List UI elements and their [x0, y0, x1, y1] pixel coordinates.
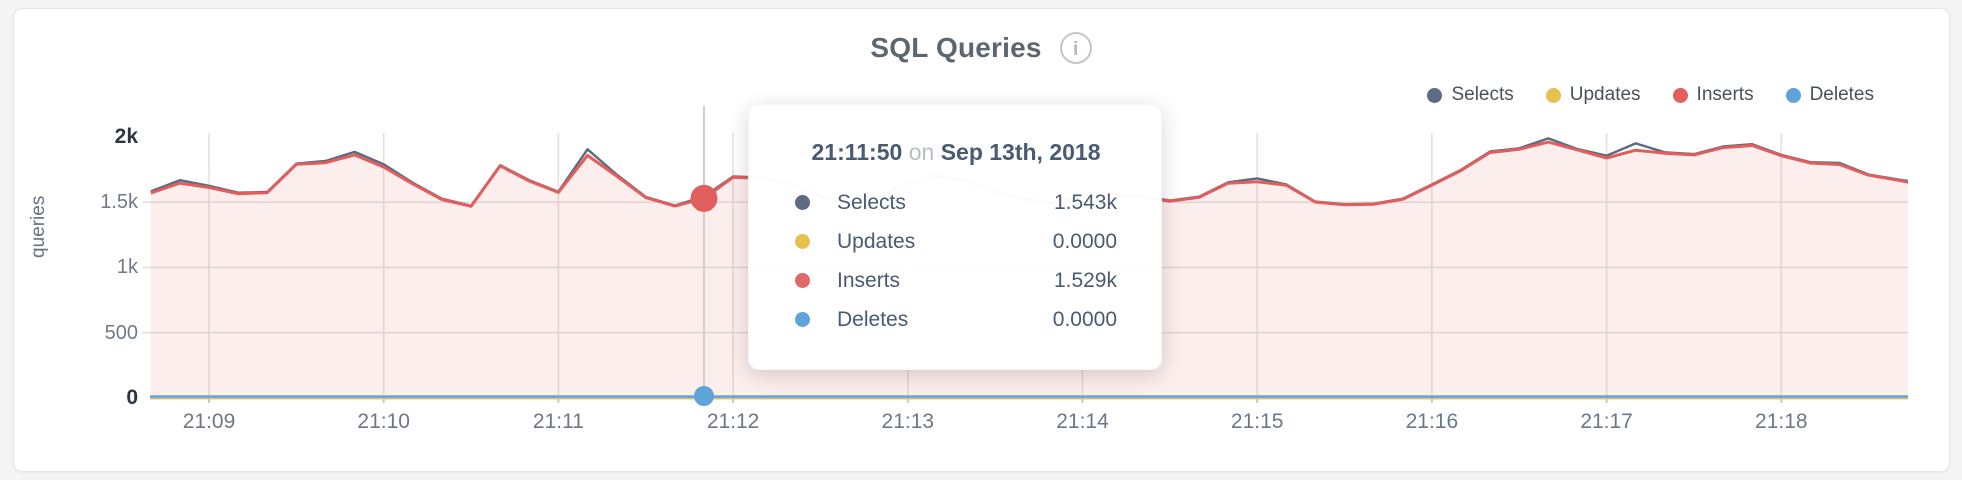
x-tick-label: 21:14 [1056, 410, 1109, 433]
x-tick-label: 21:10 [357, 410, 410, 433]
y-tick-label: 500 [104, 321, 138, 344]
tooltip-date: Sep 13th, 2018 [940, 139, 1101, 165]
x-tick-label: 21:18 [1755, 410, 1808, 433]
x-tick-label: 21:17 [1580, 410, 1633, 433]
tooltip-conjunction: on [908, 139, 935, 165]
chart-title: SQL Queries [870, 32, 1042, 63]
info-icon[interactable]: i [1059, 32, 1092, 64]
legend-dot-icon [1672, 87, 1688, 103]
tooltip-row-updates: Updates 0.0000 [795, 222, 1117, 261]
x-tick-label: 21:11 [532, 410, 584, 433]
hover-dot-inserts [690, 184, 718, 212]
y-tick-label: 0 [126, 386, 138, 409]
tooltip-series-value: 1.529k [1053, 268, 1117, 292]
tooltip-rows: Selects 1.543k Updates 0.0000 Inserts 1.529k D… [795, 183, 1117, 339]
legend-dot-icon [1427, 87, 1443, 103]
chart-tooltip: 21:11:50 on Sep 13th, 2018 Selects 1.543k… [748, 104, 1162, 370]
x-tick-label: 21:12 [706, 410, 760, 433]
legend-item-updates[interactable]: Updates [1545, 84, 1641, 106]
legend-item-label: Updates [1569, 84, 1641, 105]
legend-item-inserts[interactable]: Inserts [1672, 84, 1754, 106]
tooltip-time: 21:11:50 [811, 139, 903, 165]
tooltip-row-deletes: Deletes 0.0000 [795, 300, 1117, 339]
x-tick-label: 21:09 [182, 410, 236, 433]
tooltip-series-label: Inserts [837, 268, 901, 292]
tooltip-series-value: 0.0000 [1052, 307, 1117, 331]
y-tick-label: 1k [116, 256, 138, 279]
chart-header: SQL Queries i [0, 28, 1962, 68]
tooltip-series-value: 0.0000 [1052, 229, 1117, 253]
x-tick-label: 21:16 [1405, 410, 1459, 433]
tooltip-series-dot-icon [795, 195, 810, 210]
tooltip-row-inserts: Inserts 1.529k [795, 261, 1117, 300]
legend-dot-icon [1545, 87, 1561, 103]
legend-item-label: Inserts [1696, 84, 1754, 105]
legend-dot-icon [1785, 87, 1801, 103]
tooltip-series-dot-icon [795, 312, 810, 327]
legend-item-label: Deletes [1809, 84, 1874, 105]
tooltip-series-label: Selects [837, 190, 906, 214]
tooltip-series-label: Updates [837, 229, 916, 253]
legend-item-label: Selects [1451, 84, 1514, 105]
hover-dot-deletes [693, 386, 714, 406]
tooltip-header: 21:11:50 on Sep 13th, 2018 [795, 139, 1117, 166]
legend-item-deletes[interactable]: Deletes [1785, 84, 1874, 106]
x-tick-label: 21:13 [881, 410, 935, 433]
legend-item-selects[interactable]: Selects [1427, 84, 1514, 106]
tooltip-series-dot-icon [795, 273, 810, 288]
tooltip-row-selects: Selects 1.543k [795, 183, 1117, 222]
tooltip-series-value: 1.543k [1053, 190, 1117, 214]
legend: Selects Updates Inserts Deletes [1427, 84, 1874, 106]
tooltip-series-dot-icon [795, 234, 810, 249]
x-tick-label: 21:15 [1230, 410, 1284, 433]
y-tick-label: 2k [114, 124, 138, 148]
tooltip-series-label: Deletes [837, 307, 909, 331]
y-tick-label: 1.5k [100, 191, 138, 214]
